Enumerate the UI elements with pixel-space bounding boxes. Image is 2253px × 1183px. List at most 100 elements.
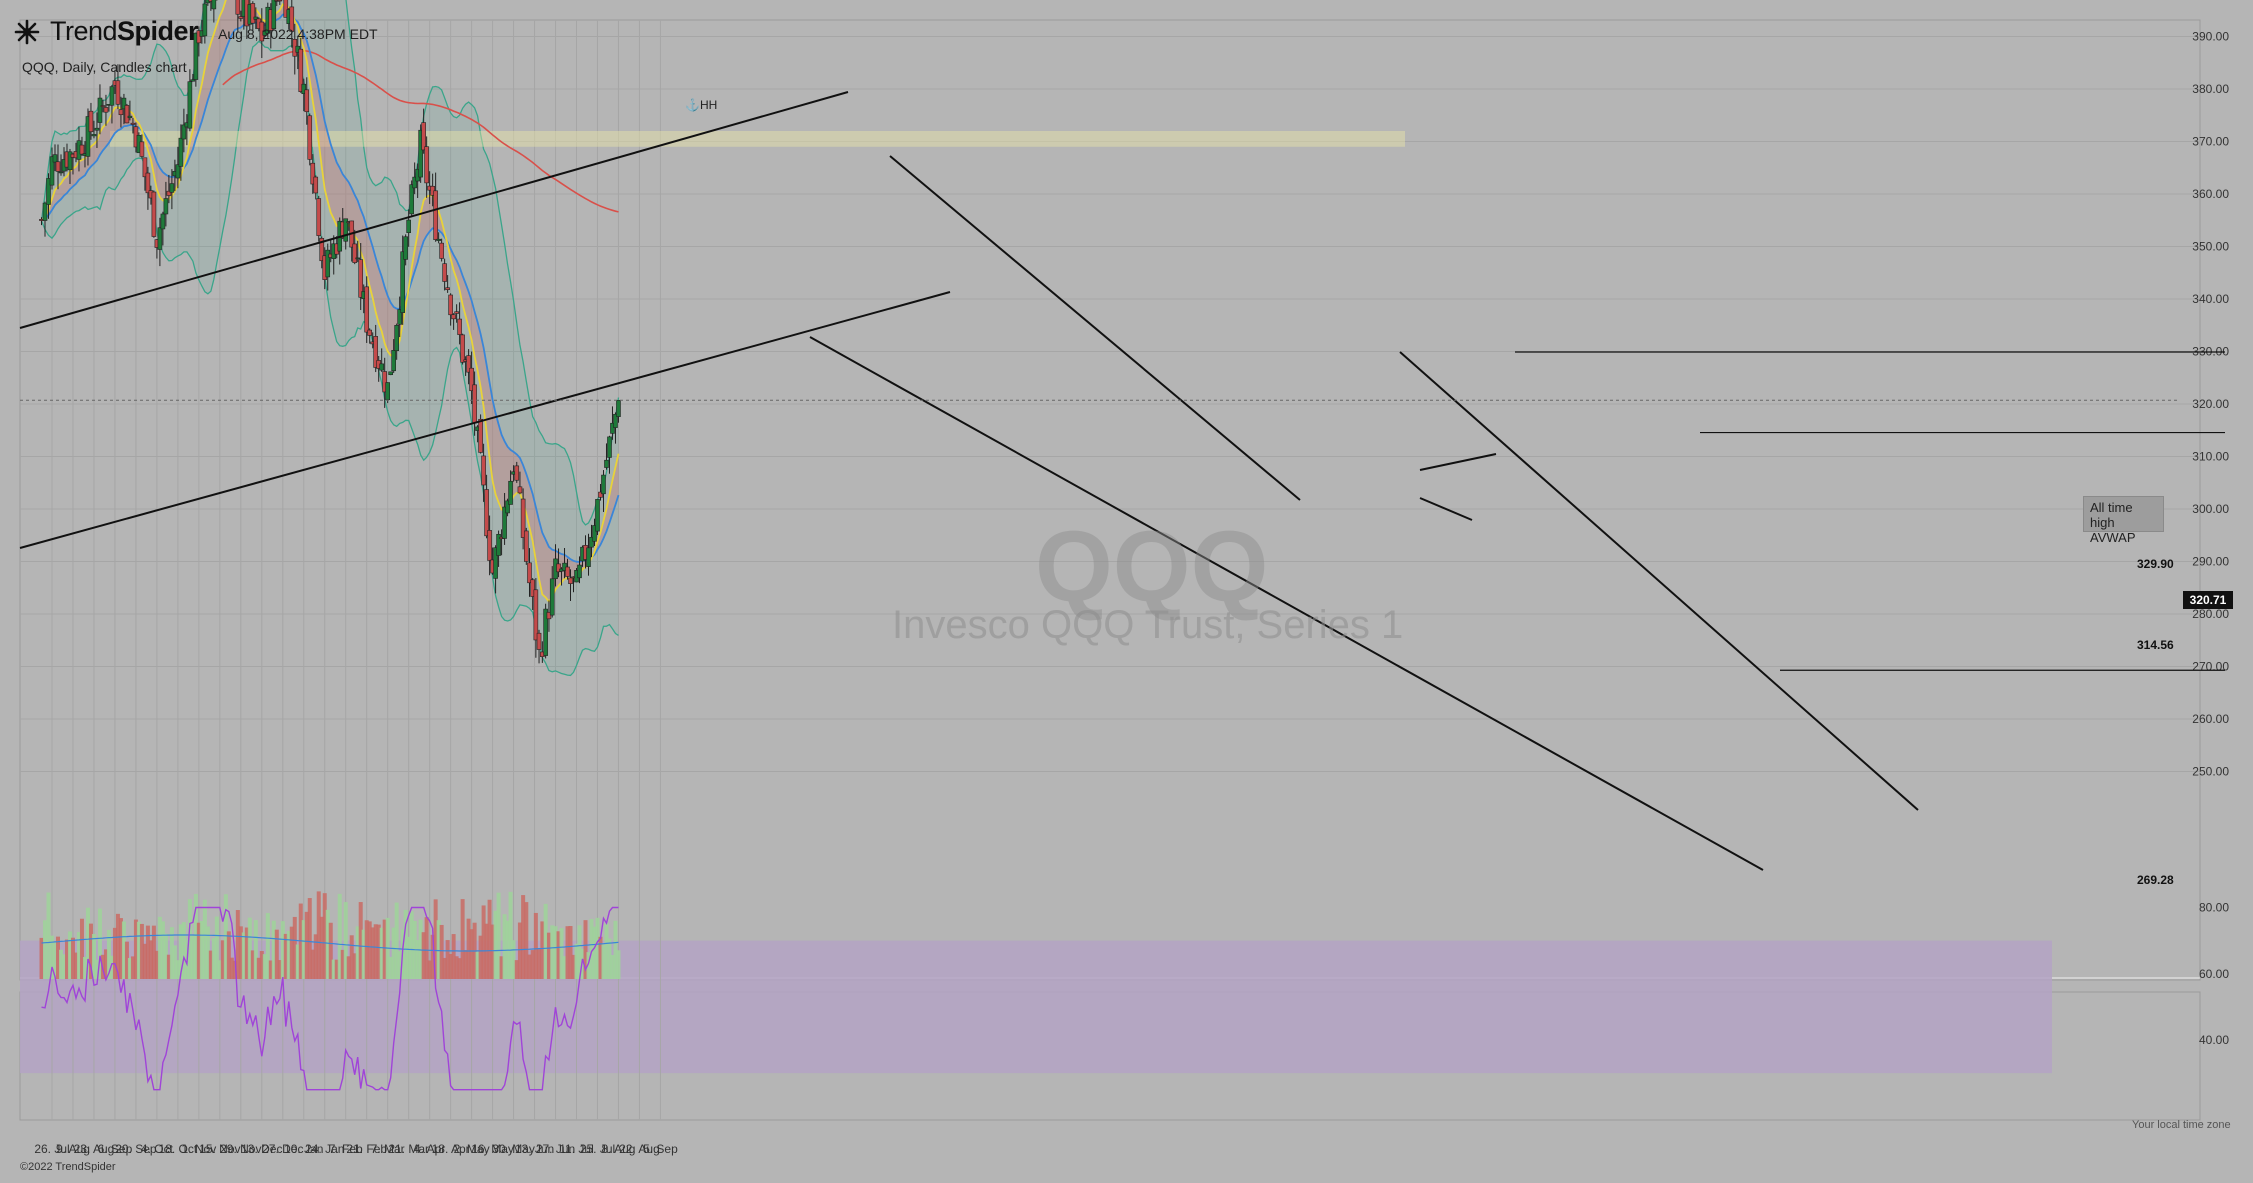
candle-body xyxy=(373,336,378,368)
volume-bar xyxy=(127,957,132,979)
x-tick-label: 18. Oct xyxy=(159,1142,198,1156)
candle-body xyxy=(103,107,109,113)
volume-bar xyxy=(559,928,564,979)
candle-body xyxy=(481,455,486,486)
volume-bar xyxy=(325,909,330,979)
candle-body xyxy=(235,0,241,15)
y-tick-label: 300.00 xyxy=(2192,502,2229,516)
candle-body xyxy=(211,0,217,10)
y-tick-label: 320.00 xyxy=(2192,397,2229,411)
volume-bar xyxy=(181,922,186,979)
x-tick-label: 20. Sep xyxy=(115,1142,157,1156)
volume-bar xyxy=(43,920,48,979)
volume-bar xyxy=(543,903,548,979)
candle-body xyxy=(484,489,489,537)
chart-datetime: Aug 8, 2022 4:38PM EDT xyxy=(218,25,378,42)
candle-body xyxy=(382,371,387,393)
bollinger-band-fill xyxy=(41,0,619,676)
volume-bar xyxy=(220,940,225,979)
volume-bar xyxy=(175,960,180,979)
candle-body xyxy=(613,413,618,428)
candle-body xyxy=(94,127,100,131)
candle-body xyxy=(130,122,136,125)
candle-body xyxy=(196,30,202,44)
avwap-line2: AVWAP xyxy=(2090,530,2136,545)
candle-body xyxy=(577,564,582,579)
volume-bar xyxy=(85,907,90,979)
y-tick-label: 350.00 xyxy=(2192,240,2229,254)
volume-bar xyxy=(487,899,492,979)
candle-body xyxy=(460,334,465,363)
x-tick-label: 15. Nov xyxy=(199,1142,240,1156)
candle-body xyxy=(355,257,361,260)
anchor-hh-label[interactable]: ⚓HH xyxy=(685,98,718,112)
candle-body xyxy=(598,491,603,498)
volume-bar xyxy=(50,935,54,979)
volume-bar xyxy=(88,923,93,979)
x-tick-label: 23. Aug xyxy=(74,1142,115,1156)
volume-bar xyxy=(530,950,535,979)
volume-bar xyxy=(421,932,426,979)
candle-body xyxy=(298,48,304,92)
candle-body xyxy=(151,191,157,237)
volume-bar xyxy=(142,943,147,979)
y-tick-label: 280.00 xyxy=(2192,607,2229,621)
volume-bar xyxy=(583,920,588,979)
volume-bar xyxy=(310,949,315,979)
supply-zone xyxy=(110,131,1405,147)
x-tick-label: 6. Sep xyxy=(98,1142,133,1156)
y-tick-label: 380.00 xyxy=(2192,82,2229,96)
volume-bar xyxy=(355,926,360,979)
volume-bar xyxy=(613,920,618,979)
volume-bar xyxy=(253,920,258,979)
candle-body xyxy=(466,355,471,373)
ema-slow-line xyxy=(41,13,620,563)
x-tick-label: 10. Jan xyxy=(284,1142,323,1156)
candle-body xyxy=(536,632,542,650)
volume-bar xyxy=(295,944,300,979)
volume-bar xyxy=(133,919,138,979)
volume-bar xyxy=(331,959,336,979)
volume-bar xyxy=(349,935,354,979)
volume-bar xyxy=(226,931,231,979)
volume-bar xyxy=(67,931,72,979)
volume-bar xyxy=(537,949,542,979)
volume-bar xyxy=(418,919,423,979)
candle-body xyxy=(607,436,612,458)
volume-bar xyxy=(271,920,276,979)
volume-bar xyxy=(283,933,288,979)
x-tick-label: 27. Jun xyxy=(536,1142,575,1156)
y-tick-label: 390.00 xyxy=(2192,30,2229,44)
volume-bar xyxy=(145,925,150,979)
volume-bar xyxy=(39,937,44,979)
volume-bar xyxy=(508,891,513,979)
candle-body xyxy=(289,6,295,32)
x-tick-label: 16. May xyxy=(471,1142,514,1156)
candle-body xyxy=(277,0,283,2)
volume-bar xyxy=(340,949,345,979)
avwap-label[interactable]: All time high AVWAP xyxy=(2083,496,2164,545)
candle-body xyxy=(436,238,441,241)
volume-bar xyxy=(244,927,249,979)
volume-bar xyxy=(436,920,441,979)
x-tick-label: 8. Aug xyxy=(601,1142,635,1156)
channel-lower-trendline xyxy=(19,291,951,549)
candle-body xyxy=(46,178,51,205)
volume-bar xyxy=(82,956,87,979)
x-tick-label: 7. Feb xyxy=(329,1142,363,1156)
volume-bar xyxy=(61,954,66,979)
volume-bar xyxy=(307,898,312,979)
volume-bar xyxy=(346,956,351,979)
volume-bar xyxy=(460,899,465,979)
candle-body xyxy=(406,219,411,233)
volume-bar xyxy=(502,914,507,979)
level-low-label: 269.28 xyxy=(2137,873,2174,887)
candle-body xyxy=(586,547,591,567)
candle-body xyxy=(388,371,393,376)
candle-body xyxy=(367,329,373,336)
volume-bar xyxy=(274,929,279,979)
volume-bar xyxy=(442,957,447,979)
volume-bar xyxy=(217,960,222,979)
